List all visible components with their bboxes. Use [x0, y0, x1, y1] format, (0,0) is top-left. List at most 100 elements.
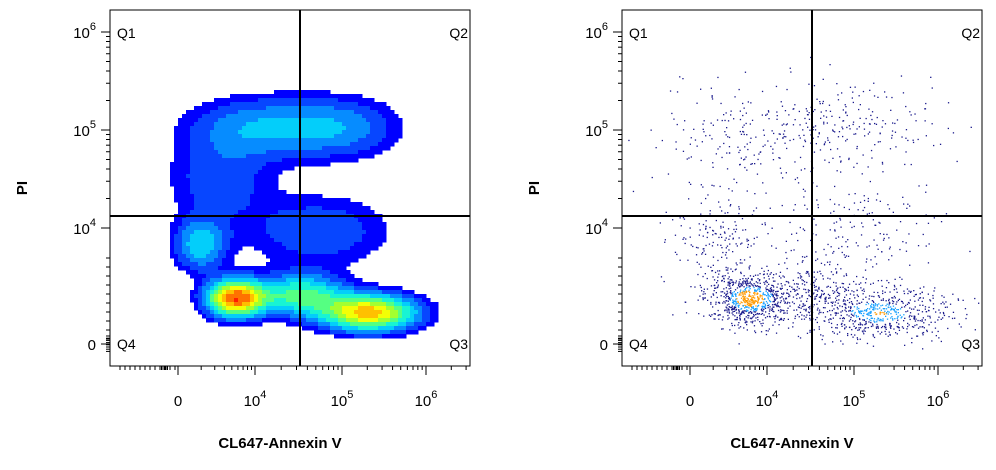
- density-cell: [246, 294, 251, 299]
- event-dot: [844, 306, 847, 309]
- density-cell: [222, 182, 227, 187]
- event-dot: [837, 312, 839, 314]
- event-dot: [819, 296, 822, 298]
- event-dot: [768, 304, 770, 306]
- event-dot: [753, 302, 756, 304]
- density-cell: [270, 142, 275, 147]
- density-cell: [178, 130, 183, 135]
- event-dot: [775, 316, 777, 318]
- density-cell: [342, 294, 347, 299]
- event-dot: [892, 302, 894, 305]
- event-dot: [757, 282, 759, 284]
- density-cell: [178, 174, 183, 179]
- density-cell: [302, 286, 307, 291]
- event-dot: [839, 317, 841, 320]
- density-cell: [318, 318, 323, 323]
- event-dot: [867, 314, 869, 316]
- event-dot: [729, 285, 731, 287]
- density-cell: [382, 334, 387, 339]
- density-cell: [378, 286, 383, 291]
- density-cell: [362, 150, 367, 155]
- event-dot: [937, 319, 939, 321]
- event-dot: [892, 308, 894, 310]
- density-cell: [254, 302, 259, 307]
- density-cell: [290, 158, 295, 163]
- density-cell: [362, 290, 367, 295]
- event-dot: [880, 326, 883, 329]
- density-cell: [322, 258, 327, 263]
- density-cell: [238, 102, 243, 107]
- event-dot: [856, 303, 858, 305]
- density-cell: [242, 94, 247, 99]
- density-cell: [238, 282, 243, 287]
- density-cell: [190, 198, 195, 203]
- density-cell: [342, 126, 347, 131]
- density-cell: [242, 138, 247, 143]
- event-dot: [806, 110, 808, 112]
- density-cell: [258, 310, 263, 315]
- density-cell: [258, 162, 263, 167]
- density-cell: [294, 294, 299, 299]
- event-dot: [848, 306, 850, 308]
- density-cell: [286, 226, 291, 231]
- density-cell: [362, 294, 367, 299]
- density-cell: [342, 134, 347, 139]
- event-dot: [954, 317, 956, 319]
- event-dot: [806, 300, 808, 302]
- event-dot: [776, 304, 778, 307]
- event-dot: [863, 288, 865, 290]
- density-cell: [342, 210, 347, 215]
- density-cell: [346, 130, 351, 135]
- density-cell: [366, 298, 371, 303]
- density-cell: [218, 250, 223, 255]
- density-cell: [186, 158, 191, 163]
- density-cell: [338, 234, 343, 239]
- density-cell: [314, 138, 319, 143]
- density-cell: [226, 258, 231, 263]
- density-cell: [266, 318, 271, 323]
- density-cell: [190, 290, 195, 295]
- density-cell: [306, 194, 311, 199]
- density-cell: [250, 278, 255, 283]
- event-dot: [696, 102, 698, 104]
- density-cell: [354, 138, 359, 143]
- density-cell: [218, 174, 223, 179]
- density-cell: [226, 310, 231, 315]
- event-dot: [757, 278, 759, 280]
- density-cell: [250, 286, 255, 291]
- event-dot: [847, 255, 850, 257]
- event-dot: [721, 256, 723, 258]
- density-cell: [290, 166, 295, 171]
- density-cell: [210, 158, 215, 163]
- event-dot: [751, 322, 754, 324]
- event-dot: [738, 322, 740, 324]
- density-cell: [174, 166, 179, 171]
- event-dot: [766, 304, 769, 307]
- density-cell: [230, 158, 235, 163]
- event-dot: [766, 315, 769, 318]
- event-dot: [849, 128, 851, 130]
- density-cell: [206, 174, 211, 179]
- event-dot: [840, 314, 842, 317]
- event-dot: [883, 313, 885, 315]
- event-dot: [753, 308, 755, 310]
- density-cell: [182, 218, 187, 223]
- density-cell: [322, 282, 327, 287]
- event-dot: [761, 298, 763, 300]
- density-cell: [378, 138, 383, 143]
- event-dot: [734, 300, 736, 302]
- event-dot: [738, 237, 740, 239]
- density-cell: [262, 318, 267, 323]
- density-cell: [226, 206, 231, 211]
- event-dot: [807, 114, 809, 116]
- density-cell: [294, 218, 299, 223]
- density-cell: [266, 150, 271, 155]
- density-cell: [206, 166, 211, 171]
- event-dot: [822, 78, 824, 80]
- event-dot: [743, 275, 745, 277]
- event-dot: [675, 148, 677, 150]
- density-cell: [302, 98, 307, 103]
- density-cell: [186, 170, 191, 175]
- density-cell: [226, 290, 231, 295]
- density-cell: [318, 122, 323, 127]
